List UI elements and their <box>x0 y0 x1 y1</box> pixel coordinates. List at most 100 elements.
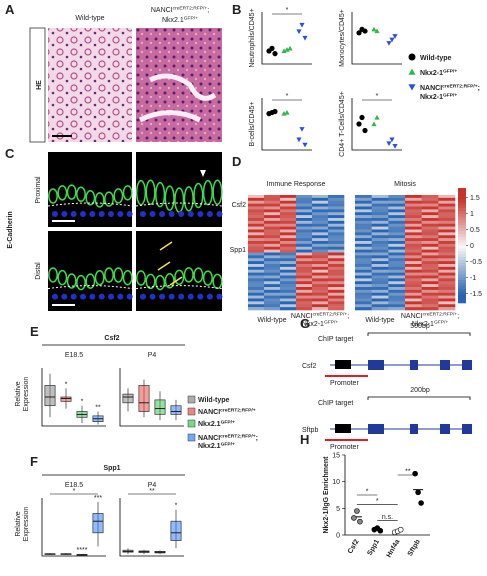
heatmap-cell <box>405 272 422 276</box>
heatmap-cell <box>328 229 345 233</box>
heatmap-cell <box>296 206 313 210</box>
heatmap-cell <box>388 266 406 271</box>
colorbar-segment <box>458 257 466 261</box>
heatmap-cell <box>248 212 265 216</box>
heatmap-cell <box>280 275 297 279</box>
heatmap-cell <box>248 289 265 294</box>
heatmap-cell <box>264 258 281 262</box>
heatmap-cell <box>280 255 297 259</box>
heatmap-cell <box>296 269 313 273</box>
legend-swatch <box>187 407 196 416</box>
nucleus <box>70 293 77 300</box>
heatmap-cell <box>355 258 372 262</box>
colorbar-segment <box>458 205 466 209</box>
heatmap-cell <box>248 203 265 207</box>
exon <box>368 360 384 370</box>
heatmap-cell <box>438 301 456 305</box>
heatmap-cell <box>248 292 265 296</box>
heatmap-cell <box>248 266 265 271</box>
heatmap-cell <box>421 200 439 204</box>
heatmap-cell <box>438 229 456 233</box>
heatmap-cell <box>371 246 389 250</box>
nucleus <box>178 211 185 217</box>
heatmap-cell <box>405 295 422 299</box>
heatmap-cell <box>296 289 313 294</box>
heatmap-cell <box>312 209 329 213</box>
superscript: creERT2;RFP/+ <box>173 6 208 12</box>
heatmap-cell <box>264 252 281 256</box>
colorbar-segment <box>458 285 466 289</box>
heatmap-cell <box>355 298 372 302</box>
heatmap-cell <box>280 232 297 236</box>
heatmap-cell <box>438 272 456 276</box>
heatmap-cell <box>388 252 406 256</box>
heatmap-cell <box>296 252 313 256</box>
axes <box>261 98 312 151</box>
colorbar-segment <box>458 219 466 223</box>
marker <box>386 141 392 147</box>
heatmap-cell <box>421 206 439 210</box>
legend-swatch <box>187 419 196 428</box>
heatmap-cell <box>328 246 345 250</box>
heatmap-cell <box>312 220 329 225</box>
heatmap-cell <box>371 241 389 245</box>
cell <box>85 273 96 289</box>
box <box>44 385 56 407</box>
heatmap-cell <box>296 307 313 311</box>
heatmap-cell <box>264 243 281 248</box>
heatmap-cell <box>264 261 281 265</box>
heatmap-cell <box>264 278 281 282</box>
heatmap-cell <box>296 258 313 262</box>
he-image-wildtype <box>48 28 132 142</box>
heatmap-cell <box>405 292 422 296</box>
y-tick-label: 10 <box>332 479 340 486</box>
heatmap-cell <box>328 195 345 199</box>
colorbar-tick-label: -1.5 <box>470 291 482 298</box>
heatmap-cell <box>280 226 297 230</box>
heatmap-cell <box>438 258 456 262</box>
marker <box>284 109 290 115</box>
significance: n.s. <box>382 514 393 521</box>
marker <box>356 30 362 36</box>
heatmap-cell <box>264 295 281 299</box>
label-part: ; <box>207 7 209 14</box>
heatmap-cell <box>438 238 456 242</box>
cell <box>94 269 105 286</box>
panel-label: E <box>30 324 39 339</box>
nucleus <box>206 211 213 217</box>
heatmap-cell <box>388 281 406 285</box>
heatmap-cell <box>388 246 406 250</box>
arrow <box>157 261 171 271</box>
heatmap-cell <box>421 209 439 213</box>
heatmap-cell <box>328 261 345 265</box>
heatmap-cell <box>405 258 422 262</box>
heatmap-cell <box>355 241 372 245</box>
label-part: Nkx2-1 <box>412 321 434 328</box>
heatmap-cell <box>280 215 297 219</box>
heatmap-cell <box>264 235 281 239</box>
column-label: NANCIcreERT2;RFP/+; <box>151 6 209 15</box>
heatmap-cell <box>296 195 313 199</box>
heatmap-cell <box>405 209 422 213</box>
heatmap-cell <box>280 292 297 296</box>
heatmap-cell <box>438 275 456 279</box>
colorbar-segment <box>458 268 466 272</box>
heatmap-cell <box>355 218 372 222</box>
heatmap-cell <box>388 195 406 199</box>
heatmap-cell <box>296 197 313 202</box>
heatmap-cell <box>296 264 313 268</box>
label-part: Nkx2-1 <box>420 70 443 77</box>
heatmap-cell <box>355 269 372 273</box>
heatmap-cell <box>355 246 372 250</box>
axes <box>119 498 184 557</box>
heatmap-cell <box>371 298 389 302</box>
heatmap-cell <box>421 255 439 259</box>
heatmap-cell <box>296 292 313 296</box>
heatmap-cell <box>438 292 456 296</box>
axes <box>351 12 402 65</box>
heatmap-cell <box>371 269 389 273</box>
timepoint-label: E18.5 <box>65 352 83 359</box>
heatmap-cell <box>405 249 422 253</box>
heatmap-cell <box>388 223 406 227</box>
exon <box>462 424 472 434</box>
